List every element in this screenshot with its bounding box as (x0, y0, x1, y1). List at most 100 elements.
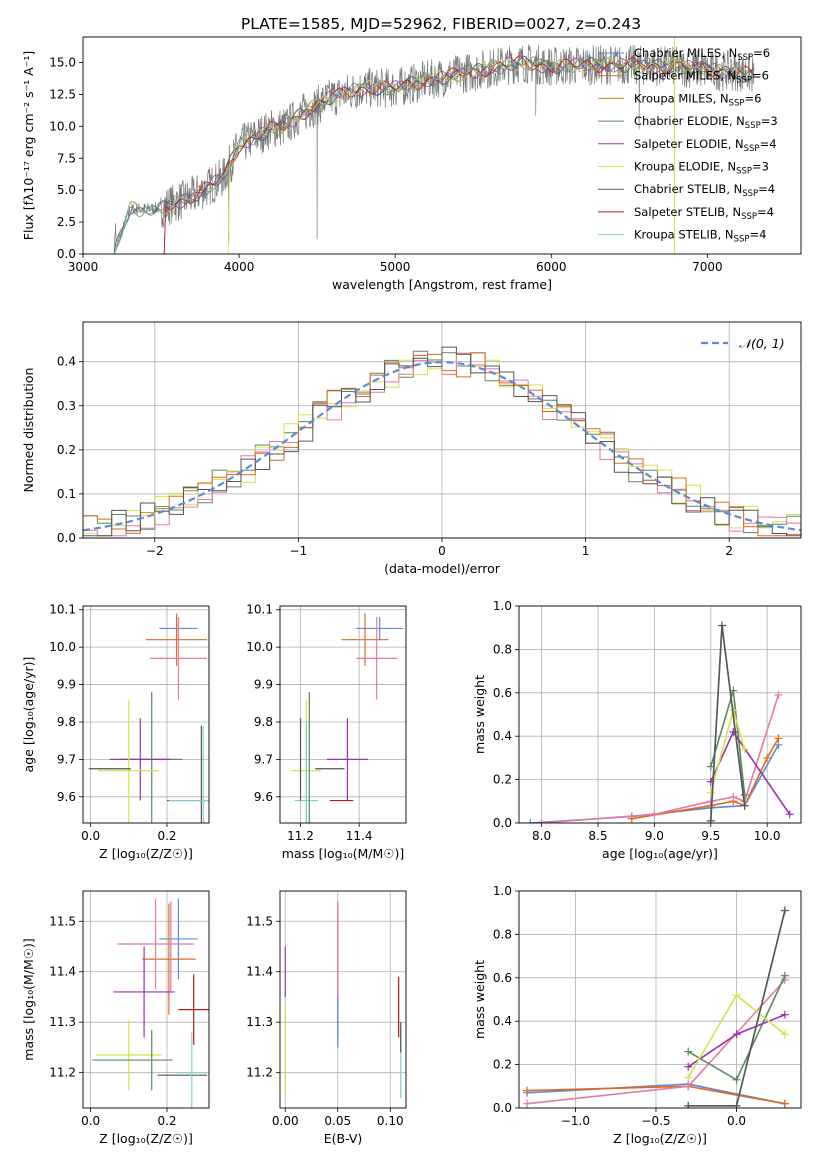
axes-frame (82, 605, 210, 824)
legend-label: Kroupa ELODIE, NSSP=3 (634, 160, 769, 177)
legend-subscript: SSP (745, 121, 761, 131)
series-line (631, 738, 780, 820)
data-point-marker (774, 734, 783, 743)
data-point-marker (523, 1086, 532, 1095)
plot-age_vs_Z: 0.0 0.2 9.6 9.7 9.8 9.9 10.0 10.1 Z [log₁₀(Z/Z☉)… (21, 603, 210, 861)
y-tick-label: 0.8 (493, 642, 512, 656)
x-tick-label: 11.2 (287, 829, 314, 843)
x-tick-label: 4000 (224, 260, 255, 274)
plot-area (92, 898, 209, 1108)
model-spectrum-line (163, 55, 755, 254)
x-tick-label: 9.0 (645, 829, 664, 843)
legend-label: 𝒩(0, 1) (739, 336, 785, 351)
x-tick-label: 1 (582, 544, 590, 558)
data-point-marker (706, 816, 715, 823)
legend-label: Salpeter ELODIE, NSSP=4 (634, 137, 777, 154)
data-point-marker (732, 1075, 741, 1084)
y-axis-label: Flux [fλ10⁻¹⁷ erg cm⁻² s⁻¹ A⁻¹] (21, 51, 36, 240)
y-tick-label: 0.3 (57, 399, 76, 413)
data-point-marker (780, 1010, 789, 1019)
errorbar-point (159, 898, 198, 980)
plot-spectrum: 3000 4000 5000 6000 7000 0.0 2.5 5.0 7.5 10.0 12.5… (21, 36, 802, 292)
y-tick-label: 11.4 (49, 965, 76, 979)
y-tick-label: 9.9 (254, 678, 273, 692)
errorbar-point (146, 613, 208, 666)
y-axis-label: age [log₁₀(age/yr)] (21, 657, 36, 773)
y-tick-label: 9.8 (57, 715, 76, 729)
x-tick-label: 0.10 (377, 1114, 404, 1128)
legend-suffix: =4 (749, 228, 766, 242)
legend-entry: Kroupa ELODIE, NSSP=3 (598, 160, 769, 177)
y-tick-label: 1.0 (493, 599, 512, 613)
errorbar-point (113, 946, 175, 1038)
data-point-marker (729, 792, 738, 801)
errorbar-point (149, 617, 208, 700)
legend-subscript: SSP (742, 189, 758, 199)
series-line (541, 694, 780, 823)
model-spectrum-line (163, 56, 755, 254)
axes-frame (82, 890, 210, 1109)
legend-subscript: SSP (736, 167, 752, 177)
axes-frame (279, 605, 407, 824)
y-tick-label: 9.9 (57, 678, 76, 692)
x-axis-label: Z [log₁₀(Z/Z☉)] (99, 1131, 193, 1146)
x-tick-label: −1 (290, 544, 308, 558)
legend-label: Kroupa MILES, NSSP=6 (634, 91, 761, 108)
errorbar-point (96, 1019, 162, 1091)
errorbar-point (168, 725, 209, 823)
legend-subscript: SSP (729, 98, 745, 108)
plot-mass_weight_vs_age: 8.0 8.5 9.0 9.5 10.0 0.0 0.2 0.4 0.6 0.8 1.0 age [l… (472, 599, 802, 861)
plot-area (291, 613, 404, 823)
x-tick-label: −2 (146, 544, 164, 558)
legend-label: Salpeter MILES, NSSP=6 (634, 69, 769, 86)
data-point-marker (732, 991, 741, 1000)
y-tick-label: 0.0 (493, 816, 512, 830)
legend-label: Chabrier STELIB, NSSP=4 (634, 182, 775, 199)
model-spectrum-line (113, 57, 755, 254)
histogram-series (83, 346, 801, 537)
legend-subscript: SSP (744, 144, 760, 154)
x-tick-label: 0.0 (727, 1114, 746, 1128)
y-tick-label: 9.7 (254, 752, 273, 766)
legend-entry: Salpeter STELIB, NSSP=4 (598, 205, 774, 222)
legend-entry: Chabrier STELIB, NSSP=4 (598, 182, 775, 199)
y-tick-label: 0.2 (493, 1058, 512, 1072)
x-tick-label: 3000 (68, 260, 99, 274)
x-axis-label: E(B-V) (324, 1131, 363, 1146)
data-point-marker (684, 1073, 693, 1082)
x-tick-label: −1.0 (561, 1114, 590, 1128)
legend-label: Salpeter STELIB, NSSP=4 (634, 205, 774, 222)
plot-mass_weight_vs_Z: −1.0 −0.5 0.0 0.0 0.2 0.4 0.6 0.8 1.0 Z [log₁₀(Z/… (472, 884, 802, 1146)
data-point-marker (537, 819, 546, 823)
errorbar-point (356, 617, 398, 700)
legend-subscript: SSP (736, 76, 752, 86)
data-point-marker (684, 1101, 693, 1108)
legend-entry: Salpeter ELODIE, NSSP=4 (598, 137, 777, 154)
model-spectrum-line (227, 57, 755, 254)
data-point-marker (780, 1030, 789, 1039)
figure-title: PLATE=1585, MJD=52962, FIBERID=0027, z=0… (241, 15, 641, 33)
legend-label-text: Chabrier STELIB, N (634, 182, 742, 196)
y-tick-label: 5.0 (57, 183, 76, 197)
y-tick-label: 0.6 (493, 971, 512, 985)
y-tick-label: 0.0 (493, 1101, 512, 1115)
x-axis-label: wavelength [Angstrom, rest frame] (332, 277, 552, 292)
x-tick-label: 0.00 (272, 1114, 299, 1128)
y-tick-label: 11.5 (49, 914, 76, 928)
legend-label-text: Salpeter ELODIE, N (634, 137, 744, 151)
legend-label-text: Salpeter STELIB, N (634, 205, 741, 219)
x-tick-label: 0 (438, 544, 446, 558)
x-tick-label: 5000 (380, 260, 411, 274)
data-point-marker (706, 788, 715, 797)
legend-entry: Chabrier ELODIE, NSSP=3 (598, 114, 778, 131)
legend-entry: Kroupa MILES, NSSP=6 (598, 91, 761, 108)
y-tick-label: 9.7 (57, 752, 76, 766)
data-point-marker (706, 797, 715, 806)
data-point-marker (780, 1099, 789, 1108)
errorbar-point (109, 718, 171, 801)
errorbar-point (341, 613, 389, 666)
data-point-marker (780, 971, 789, 980)
y-tick-label: 0.1 (57, 487, 76, 501)
x-tick-label: 0.05 (324, 1114, 351, 1128)
x-tick-label: 0.0 (81, 829, 100, 843)
